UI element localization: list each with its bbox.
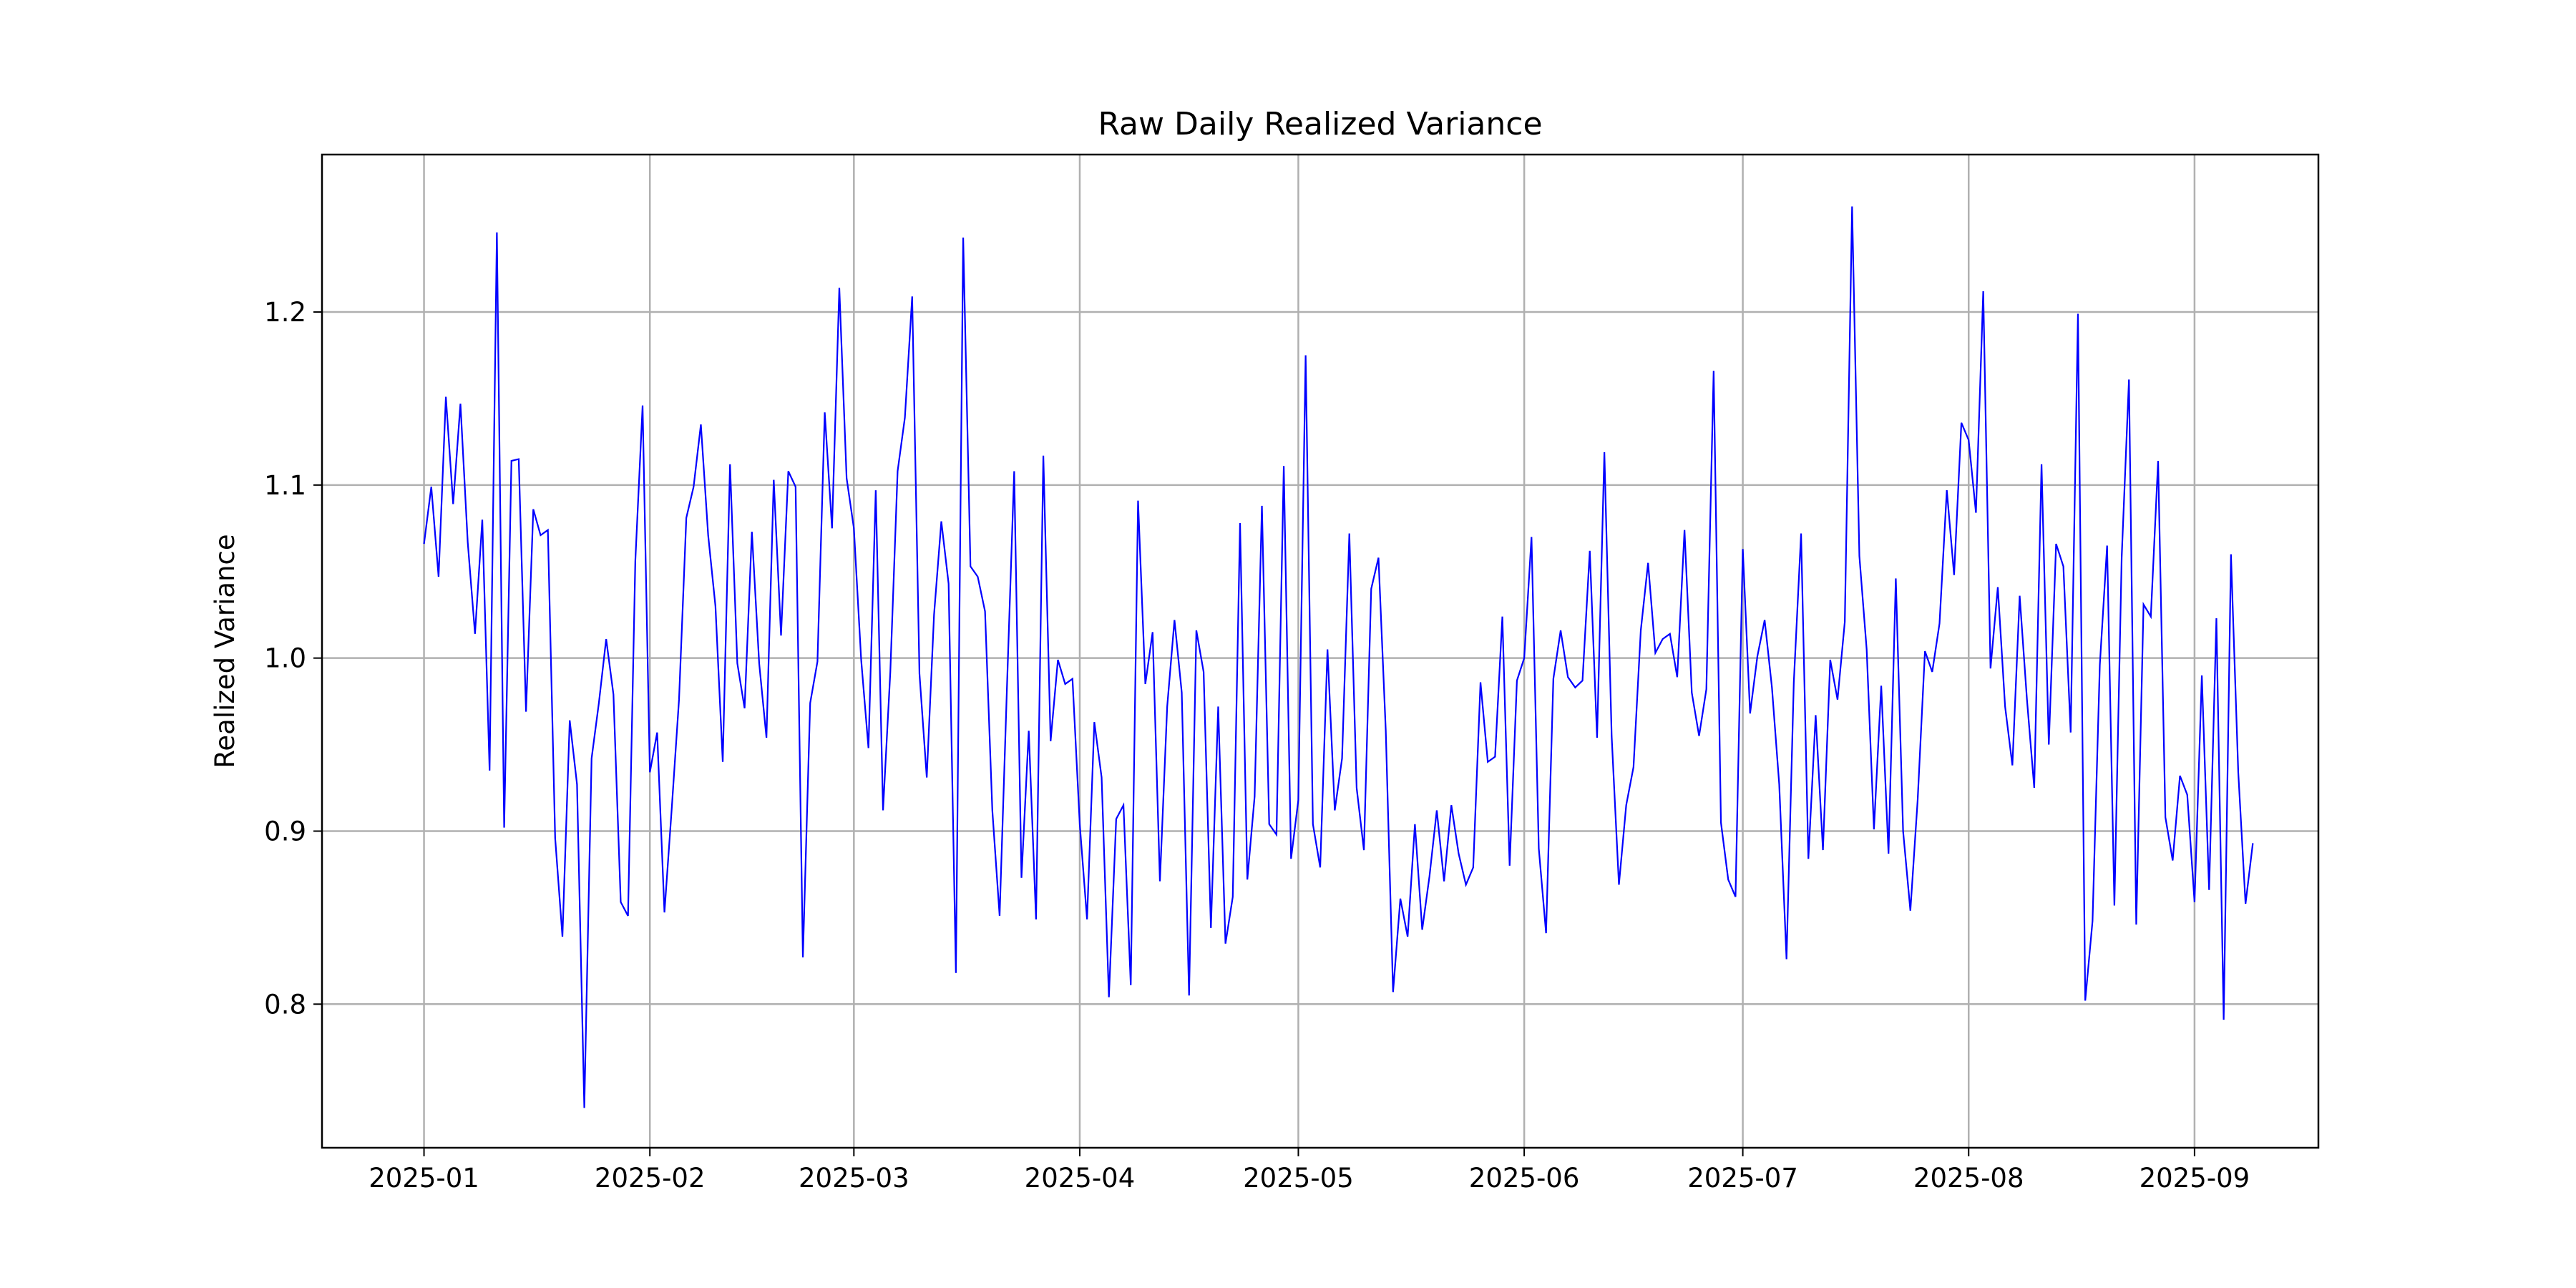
x-tick-label: 2025-04 <box>1025 1163 1136 1194</box>
x-tick-label: 2025-02 <box>595 1163 706 1194</box>
y-tick-label: 1.1 <box>264 470 306 501</box>
x-tick-label: 2025-05 <box>1243 1163 1354 1194</box>
series-line <box>423 206 2254 1108</box>
y-tick-label: 0.8 <box>264 989 306 1020</box>
x-tick-label: 2025-01 <box>369 1163 479 1194</box>
axis-ticks: 2025-01 2025-02 2025-03 2025-04 2025-05 2025-… <box>264 297 2250 1194</box>
data-series <box>423 206 2254 1108</box>
x-tick-label: 2025-08 <box>1913 1163 2024 1194</box>
y-tick-label: 0.9 <box>264 816 306 847</box>
x-tick-label: 2025-07 <box>1687 1163 1798 1194</box>
y-axis-label: Realized Variance <box>210 534 240 768</box>
y-tick-label: 1.2 <box>264 297 306 328</box>
plot-frame <box>321 153 2320 1149</box>
y-tick-label: 1.0 <box>264 643 306 674</box>
x-tick-label: 2025-09 <box>2140 1163 2250 1194</box>
chart-title: Raw Daily Realized Variance <box>1098 106 1542 142</box>
x-tick-label: 2025-03 <box>799 1163 909 1194</box>
x-tick-label: 2025-06 <box>1469 1163 1580 1194</box>
